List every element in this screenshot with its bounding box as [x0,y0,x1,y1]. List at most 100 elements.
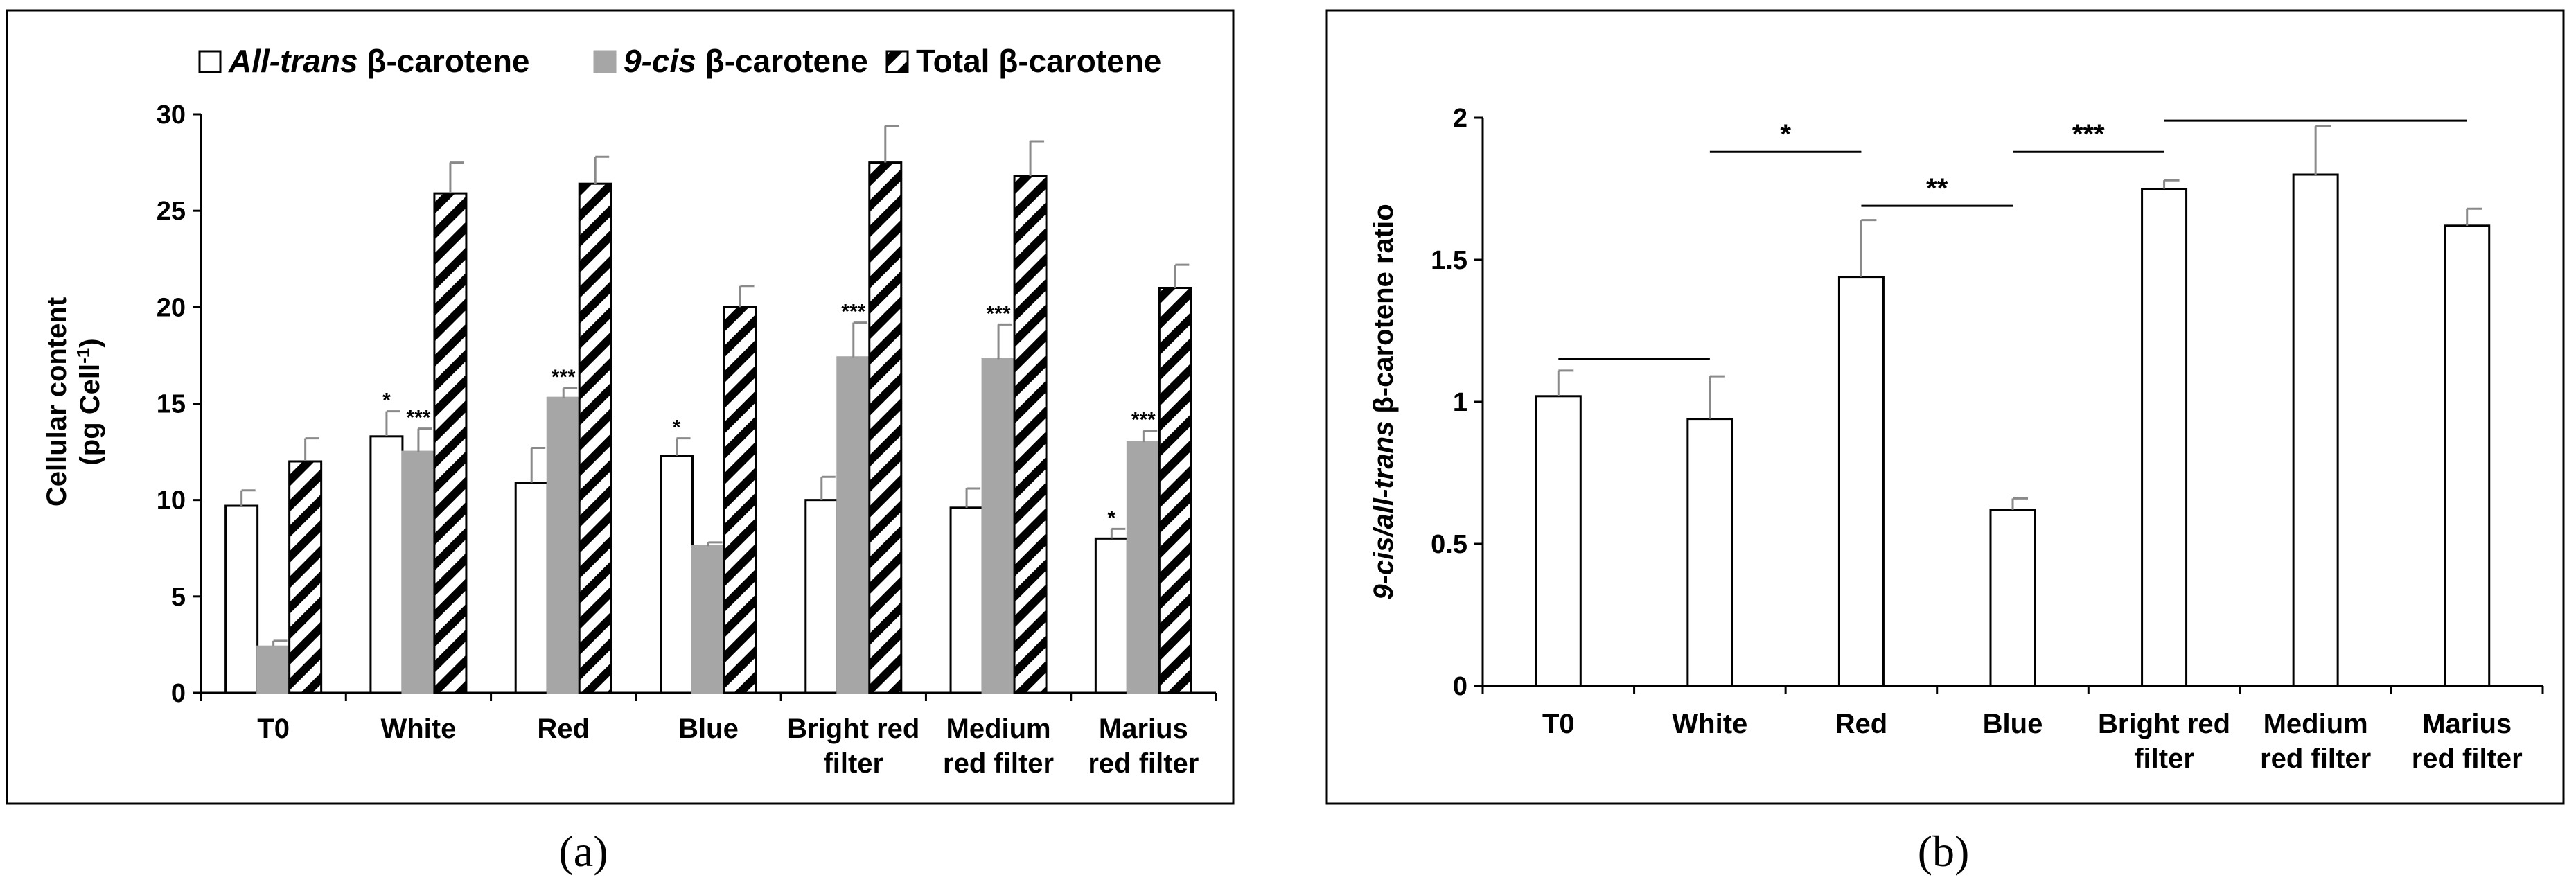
x-tick-label: Medium red filter [2260,709,2371,774]
y-tick-label: 0.5 [1431,530,1467,559]
chart-a: 0 5 10 15 20 25 30 T0 White Red Blue Bright red filt… [42,43,1217,779]
x-tick-label-line: Marius [2422,709,2512,739]
y-tick-label: 30 [157,100,186,130]
bar [2292,173,2339,687]
significance-label: *** [406,407,430,430]
x-tick-label: Medium red filter [943,714,1054,779]
bar [1126,441,1161,694]
x-tick-label-line: red filter [943,748,1054,779]
x-tick-label-line: Blue [678,714,739,744]
legend-label: All-trans β-carotene [228,43,530,79]
y-tick-label: 20 [157,293,186,322]
bar [1837,276,1885,687]
x-tick-label-line: Marius [1099,714,1188,744]
x-tick-label-line: Blue [1983,709,2043,739]
x-tick-label-line: Red [1835,709,1888,739]
significance-label: * [1780,119,1791,150]
legend-label: 9-cis β-carotene [624,43,868,79]
panel-a-label: (a) [558,827,608,876]
y-axis-label: 9-cis/all-trans β-carotene ratio [1368,204,1399,599]
x-tick-label-line: T0 [257,714,290,744]
bar [2444,224,2491,687]
bar [660,455,694,694]
significance-label: *** [987,302,1011,325]
y-axis-label-line: ) [75,338,105,347]
x-tick-label-line: Bright red [2098,709,2230,739]
significance-label: * [673,416,681,439]
bar [723,306,757,694]
x-tick-label: Bright red filter [2098,709,2230,774]
x-tick-label: Blue [1983,709,2043,739]
x-tick-label-line: White [1672,709,1747,739]
x-tick-label: T0 [257,714,290,744]
significance-label: *** [841,301,865,324]
panel-b-frame [1325,9,2565,805]
bar [1013,175,1048,694]
bar [514,482,549,694]
legend-swatch [885,50,909,73]
legend-label-text: Total β-carotene [916,43,1161,79]
panel-b-label: (b) [1918,827,1970,876]
y-axis-label-text: β-carotene ratio [1368,204,1399,421]
significance-label: *** [552,366,576,389]
bar [224,504,259,694]
x-tick-label-line: red filter [2260,743,2371,774]
y-tick-label: 25 [157,197,186,226]
legend-label-text: β-carotene [696,43,868,79]
legend-swatch [198,50,222,73]
bar [288,460,323,694]
bar [2141,188,2188,687]
y-axis-label-line: (pg Cell [75,364,105,466]
x-tick-label: Marius red filter [2412,709,2523,774]
y-tick-label: 5 [171,583,186,612]
bar [1094,537,1129,694]
y-tick-label: 1 [1453,388,1467,417]
bar [546,396,581,694]
x-tick-label-line: T0 [1542,709,1575,739]
x-tick-label-line: filter [823,748,883,779]
y-tick-label: 10 [157,486,186,515]
bar [949,506,984,694]
significance-label: * [382,389,391,412]
x-tick-label-line: Medium [2264,709,2368,739]
bar [1158,287,1192,694]
legend-label-italic: All-trans [228,43,358,79]
bar [578,182,612,694]
x-tick-label: White [1672,709,1747,739]
legend-swatch [593,50,617,73]
x-tick-label: Red [1835,709,1888,739]
legend-label: Total β-carotene [916,43,1161,79]
bar [433,192,468,694]
bar [981,358,1016,694]
x-tick-label-line: Red [537,714,590,744]
x-tick-label-line: red filter [2412,743,2523,774]
bar [836,356,871,694]
x-tick-label: White [380,714,456,744]
x-tick-label: Marius red filter [1088,714,1199,779]
y-axis-label-line: Cellular content [42,297,72,506]
legend-label-italic: 9-cis [624,43,696,79]
bar [691,545,725,694]
bar [1535,395,1582,687]
x-tick-label-line: Medium [946,714,1051,744]
x-tick-label-line: Bright red [787,714,919,744]
x-tick-label: Red [537,714,590,744]
y-axis-label-italic: 9-cis/all-trans [1368,421,1399,600]
significance-label: *** [2072,119,2105,150]
y-tick-label: 1.5 [1431,246,1467,275]
x-tick-label-line: red filter [1088,748,1199,779]
x-tick-label: Bright red filter [787,714,919,779]
x-tick-label: T0 [1542,709,1575,739]
x-tick-label-line: filter [2134,743,2194,774]
significance-label: *** [1131,408,1156,431]
bar [804,499,839,694]
y-tick-label: 15 [157,390,186,419]
x-tick-label-line: White [380,714,456,744]
panel-a-frame [6,9,1235,805]
x-tick-label: Blue [678,714,739,744]
y-tick-label: 0 [1453,672,1467,701]
significance-label: * [1108,506,1116,529]
y-axis-label-superscript: -1 [73,348,94,364]
y-tick-label: 2 [1453,104,1467,133]
